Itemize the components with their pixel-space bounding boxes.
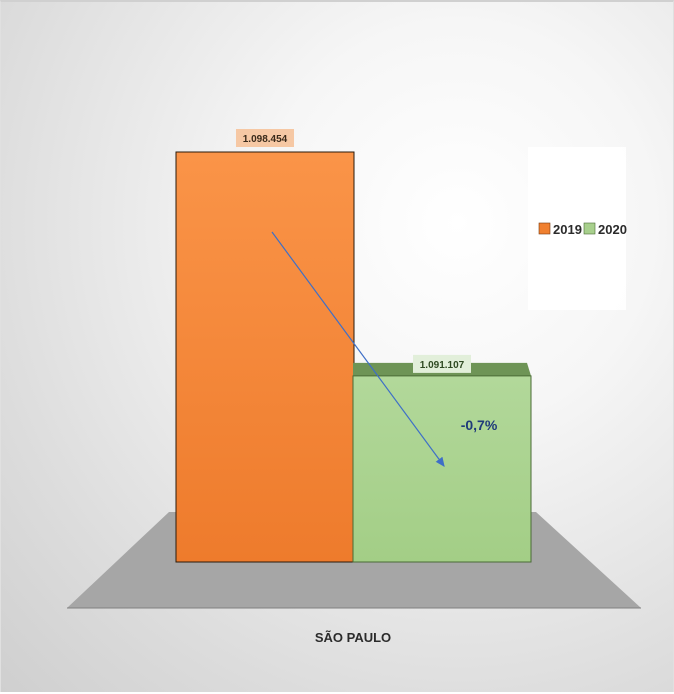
- data-label-2020: 1.091.107: [420, 360, 465, 371]
- data-label-2019: 1.098.454: [243, 134, 288, 145]
- legend-swatch-2019: [538, 222, 551, 235]
- legend-label-2020: 2020: [598, 222, 627, 237]
- legend-label-2019: 2019: [553, 222, 582, 237]
- data-label-bg-2020: [413, 354, 471, 373]
- trend-arrow: [271, 231, 445, 467]
- percent-change-annotation: -0,7%: [461, 417, 498, 433]
- legend-swatch-2020: [583, 222, 596, 235]
- data-label-bg-2019: [236, 129, 294, 147]
- x-axis-category-label: SÃO PAULO: [315, 630, 391, 645]
- bar-2019: [175, 151, 355, 563]
- bar-2020: [352, 375, 532, 563]
